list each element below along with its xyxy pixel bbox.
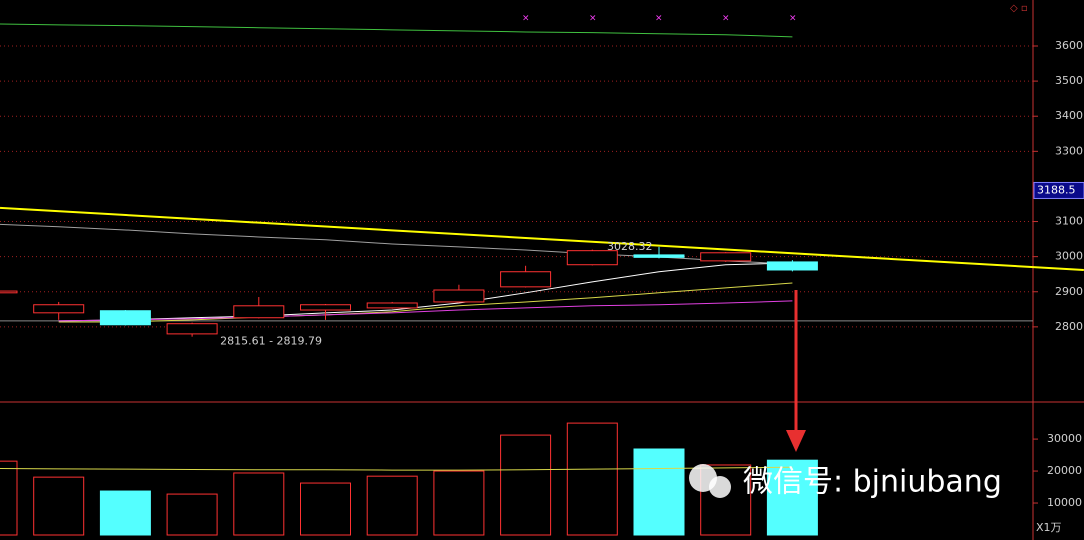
marker: ×	[655, 14, 663, 24]
marker: ×	[722, 14, 730, 24]
volume-bar	[233, 472, 285, 536]
y-tick-label: 3300	[1055, 144, 1083, 157]
arrow	[786, 290, 806, 452]
candle-body	[233, 305, 285, 319]
volume-bar	[433, 470, 485, 536]
annotation: 2815.61 - 2819.79	[220, 335, 322, 348]
y-tick-label: 30000	[1047, 432, 1082, 445]
volume-bar	[0, 460, 18, 536]
watermark-group: 微信号: bjniubang	[689, 464, 1002, 500]
marker: ×	[522, 14, 530, 24]
arrow-head	[786, 430, 806, 452]
candle-body	[99, 310, 151, 326]
volume-bar	[566, 422, 618, 536]
moving-average	[58, 262, 793, 322]
y-tick-label: 2900	[1055, 285, 1083, 298]
price-tag-label: 3188.5	[1037, 183, 1076, 196]
volume-bar	[366, 475, 418, 536]
y-tick-label: 3500	[1055, 74, 1083, 87]
price-tag	[1033, 181, 1084, 199]
volume-bar	[300, 482, 351, 536]
annotation: 3028.32	[607, 240, 653, 253]
y-tick-label: 3400	[1055, 109, 1083, 122]
volume-bar	[166, 493, 218, 536]
trendline	[0, 206, 1084, 271]
panel-icon: ◇ ▫	[1010, 3, 1028, 14]
candle-body	[33, 304, 85, 314]
y-tick-label: 2800	[1055, 320, 1083, 333]
candle-body	[500, 271, 552, 288]
candle-body	[700, 252, 752, 262]
volume-bar	[500, 434, 552, 536]
marker: ×	[789, 14, 797, 24]
candle-body	[433, 289, 485, 303]
watermark-icon	[709, 476, 731, 498]
plot: 2800 2900 3000 3100 3300 3400 3500 3600 10000 200…	[0, 23, 1084, 536]
candle-body	[566, 250, 618, 266]
candle-body	[300, 304, 351, 311]
moving-average	[58, 282, 793, 323]
volume-ma	[0, 466, 793, 471]
unit-label: X1万	[1036, 521, 1062, 534]
volume-bar	[766, 459, 818, 536]
y-tick-label: 3600	[1055, 39, 1083, 52]
watermark: 微信号: bjniubang	[743, 465, 1002, 500]
volume-bar	[99, 490, 151, 536]
volume-bar	[33, 476, 85, 536]
y-tick-label: 3100	[1055, 215, 1083, 228]
y-tick-label: 10000	[1047, 496, 1082, 509]
y-tick-label: 20000	[1047, 464, 1082, 477]
volume-bar	[633, 448, 685, 536]
candle-body	[366, 302, 418, 309]
candle-body	[166, 323, 218, 335]
top-markers: × × × × ×	[522, 14, 797, 24]
y-tick-label: 3000	[1055, 250, 1083, 263]
moving-average	[58, 300, 793, 322]
candle-body	[0, 290, 18, 294]
moving-average	[0, 23, 793, 38]
marker: ×	[589, 14, 597, 24]
candle-body	[633, 254, 685, 258]
candle-body	[766, 261, 818, 271]
